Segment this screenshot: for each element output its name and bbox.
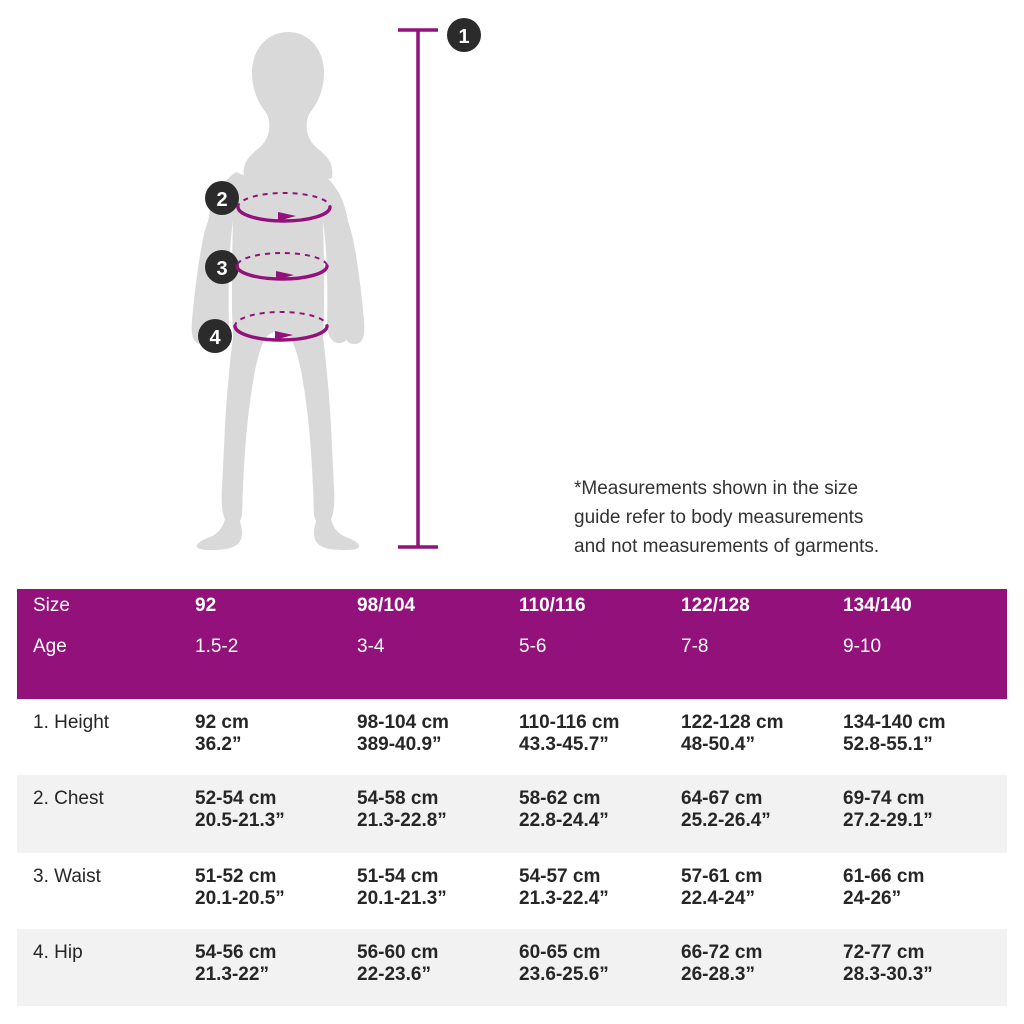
svg-text:4: 4 bbox=[209, 327, 221, 349]
svg-text:1: 1 bbox=[458, 26, 469, 48]
svg-text:2: 2 bbox=[216, 189, 227, 211]
svg-text:3: 3 bbox=[216, 258, 227, 280]
